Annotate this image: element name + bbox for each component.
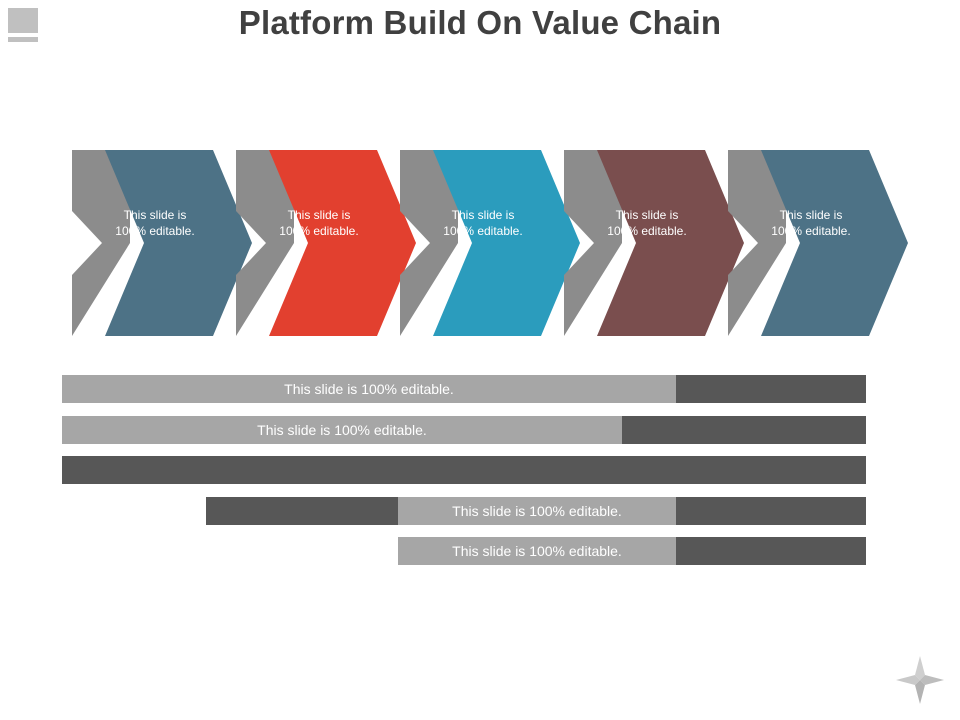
bar-dark-segment-4b bbox=[676, 497, 866, 525]
bar-dark-segment-3 bbox=[62, 456, 866, 484]
bar-label-1: This slide is 100% editable. bbox=[284, 381, 454, 397]
diamond-star-icon bbox=[896, 656, 944, 704]
logo-square-shape bbox=[8, 8, 38, 33]
bar-label-2: This slide is 100% editable. bbox=[257, 422, 427, 438]
bar-dark-segment-1 bbox=[676, 375, 866, 403]
bar-row-2[interactable]: This slide is 100% editable. bbox=[0, 416, 960, 444]
page-title: Platform Build On Value Chain bbox=[238, 4, 722, 41]
bar-dark-segment-5 bbox=[676, 537, 866, 565]
chevron-step-1[interactable]: This slide is 100% editable. bbox=[72, 150, 252, 336]
bar-row-5[interactable]: This slide is 100% editable. bbox=[0, 537, 960, 565]
diamond-star-logo bbox=[892, 652, 948, 708]
bar-label-4: This slide is 100% editable. bbox=[452, 503, 622, 519]
chevron-step-4[interactable]: This slide is 100% editable. bbox=[564, 150, 744, 336]
bar-dark-segment-2 bbox=[622, 416, 866, 444]
bar-light-segment-2 bbox=[62, 416, 622, 444]
bar-dark-segment-4a bbox=[206, 497, 398, 525]
bar-row-4[interactable]: This slide is 100% editable. bbox=[0, 497, 960, 525]
chevron-label-4: This slide is 100% editable. bbox=[607, 208, 687, 238]
chevron-label-2: This slide is 100% editable. bbox=[279, 208, 359, 238]
chevron-step-2[interactable]: This slide is 100% editable. bbox=[236, 150, 416, 336]
logo-underline-shape bbox=[8, 37, 38, 42]
bar-label-5: This slide is 100% editable. bbox=[452, 543, 622, 559]
chevron-label-1: This slide is 100% editable. bbox=[115, 208, 195, 238]
bar-light-segment-4 bbox=[398, 497, 676, 525]
bar-row-1[interactable]: This slide is 100% editable. bbox=[0, 375, 960, 403]
bar-light-segment-1 bbox=[62, 375, 676, 403]
chevron-step-5[interactable]: This slide is 100% editable. bbox=[728, 150, 908, 336]
chevron-label-5: This slide is 100% editable. bbox=[771, 208, 851, 238]
value-chain-chevron-row: This slide is 100% editable. This slide … bbox=[0, 150, 960, 340]
bar-label-3 bbox=[62, 456, 866, 484]
chevron-label-3: This slide is 100% editable. bbox=[443, 208, 523, 238]
square-logo-mark bbox=[8, 8, 38, 48]
bar-light-segment-5 bbox=[398, 537, 676, 565]
chevron-step-3[interactable]: This slide is 100% editable. bbox=[400, 150, 580, 336]
bar-row-3[interactable] bbox=[0, 456, 960, 484]
